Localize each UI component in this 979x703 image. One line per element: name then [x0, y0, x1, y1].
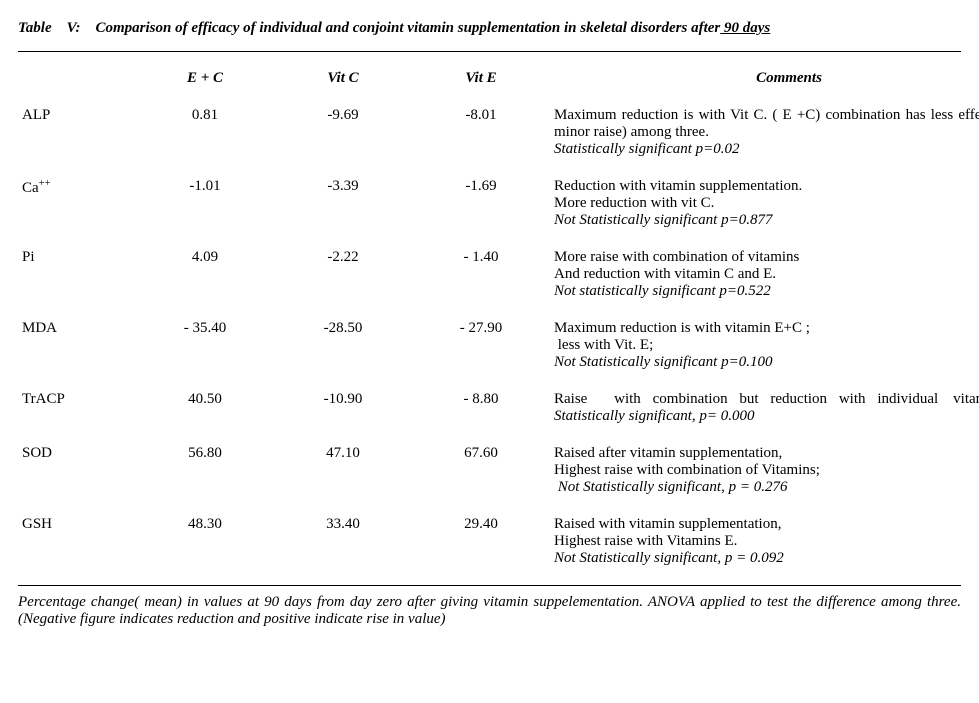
cell-ec: 40.50 [136, 385, 274, 439]
cell-ec: 56.80 [136, 439, 274, 510]
comment-line: Maximum reduction is with vitamin E+C ; [554, 320, 979, 337]
cell-comment: Raised after vitamin supplementation,Hig… [550, 439, 979, 510]
cell-comment: Reduction with vitamin supplementation.M… [550, 172, 979, 243]
comment-line: Statistically significant p=0.02 [554, 141, 979, 158]
comment-line: Not Statistically significant, p = 0.092 [554, 550, 979, 567]
comment-line: Not Statistically significant p=0.100 [554, 354, 979, 371]
header-comments: Comments [550, 56, 979, 101]
cell-vite: - 27.90 [412, 314, 550, 385]
cell-vitc: 33.40 [274, 510, 412, 581]
cell-vite: 29.40 [412, 510, 550, 581]
cell-vitc: -9.69 [274, 101, 412, 172]
cell-comment: Raise with combination but reduction wit… [550, 385, 979, 439]
cell-comment: Raised with vitamin supplementation,High… [550, 510, 979, 581]
cell-vite: -8.01 [412, 101, 550, 172]
comment-line: Highest raise with Vitamins E. [554, 533, 979, 550]
table-title: Table V: Comparison of efficacy of indiv… [18, 20, 961, 37]
comment-line: Not Statistically significant, p = 0.276 [554, 479, 979, 496]
comment-line: More raise with combination of vitamins [554, 249, 979, 266]
row-label: Pi [18, 243, 136, 314]
table-row: MDA- 35.40-28.50- 27.90Maximum reduction… [18, 314, 979, 385]
table-row: Ca++-1.01-3.39-1.69Reduction with vitami… [18, 172, 979, 243]
cell-vitc: -28.50 [274, 314, 412, 385]
header-row: E + C Vit C Vit E Comments [18, 56, 979, 101]
comment-line: And reduction with vitamin C and E. [554, 266, 979, 283]
cell-ec: 48.30 [136, 510, 274, 581]
cell-comment: Maximum reduction is with Vit C. ( E +C)… [550, 101, 979, 172]
row-label: SOD [18, 439, 136, 510]
cell-ec: -1.01 [136, 172, 274, 243]
cell-vite: 67.60 [412, 439, 550, 510]
comment-line: Not statistically significant p=0.522 [554, 283, 979, 300]
cell-vitc: -3.39 [274, 172, 412, 243]
comment-line: Maximum reduction is with Vit C. ( E +C)… [554, 107, 979, 141]
cell-vitc: -2.22 [274, 243, 412, 314]
row-label: Ca++ [18, 172, 136, 243]
cell-comment: More raise with combination of vitaminsA… [550, 243, 979, 314]
cell-ec: 4.09 [136, 243, 274, 314]
comment-line: Raised with vitamin supplementation, [554, 516, 979, 533]
title-prefix: Table V: Comparison of efficacy of indiv… [18, 20, 720, 36]
cell-vite: - 8.80 [412, 385, 550, 439]
rule-top [18, 51, 961, 52]
data-table: E + C Vit C Vit E Comments ALP0.81-9.69-… [18, 56, 979, 581]
table-row: SOD56.8047.1067.60Raised after vitamin s… [18, 439, 979, 510]
cell-comment: Maximum reduction is with vitamin E+C ; … [550, 314, 979, 385]
comment-line: Highest raise with combination of Vitami… [554, 462, 979, 479]
row-label: GSH [18, 510, 136, 581]
cell-vite: - 1.40 [412, 243, 550, 314]
header-blank [18, 56, 136, 101]
table-footnote: Percentage change( mean) in values at 90… [18, 594, 961, 628]
cell-vitc: -10.90 [274, 385, 412, 439]
comment-line: less with Vit. E; [554, 337, 979, 354]
cell-vitc: 47.10 [274, 439, 412, 510]
row-label: TrACP [18, 385, 136, 439]
row-label: ALP [18, 101, 136, 172]
table-row: Pi4.09-2.22- 1.40More raise with combina… [18, 243, 979, 314]
cell-ec: - 35.40 [136, 314, 274, 385]
cell-vite: -1.69 [412, 172, 550, 243]
header-vite: Vit E [412, 56, 550, 101]
cell-ec: 0.81 [136, 101, 274, 172]
table-row: TrACP40.50-10.90- 8.80Raise with combina… [18, 385, 979, 439]
table-row: ALP0.81-9.69-8.01Maximum reduction is wi… [18, 101, 979, 172]
header-ec: E + C [136, 56, 274, 101]
comment-line: More reduction with vit C. [554, 195, 979, 212]
row-label: MDA [18, 314, 136, 385]
rule-bottom [18, 585, 961, 586]
header-vitc: Vit C [274, 56, 412, 101]
title-underline: 90 days [720, 20, 770, 36]
table-body: ALP0.81-9.69-8.01Maximum reduction is wi… [18, 101, 979, 581]
comment-line: Not Statistically significant p=0.877 [554, 212, 979, 229]
table-row: GSH48.3033.4029.40Raised with vitamin su… [18, 510, 979, 581]
comment-line: Reduction with vitamin supplementation. [554, 178, 979, 195]
comment-line: Raised after vitamin supplementation, [554, 445, 979, 462]
